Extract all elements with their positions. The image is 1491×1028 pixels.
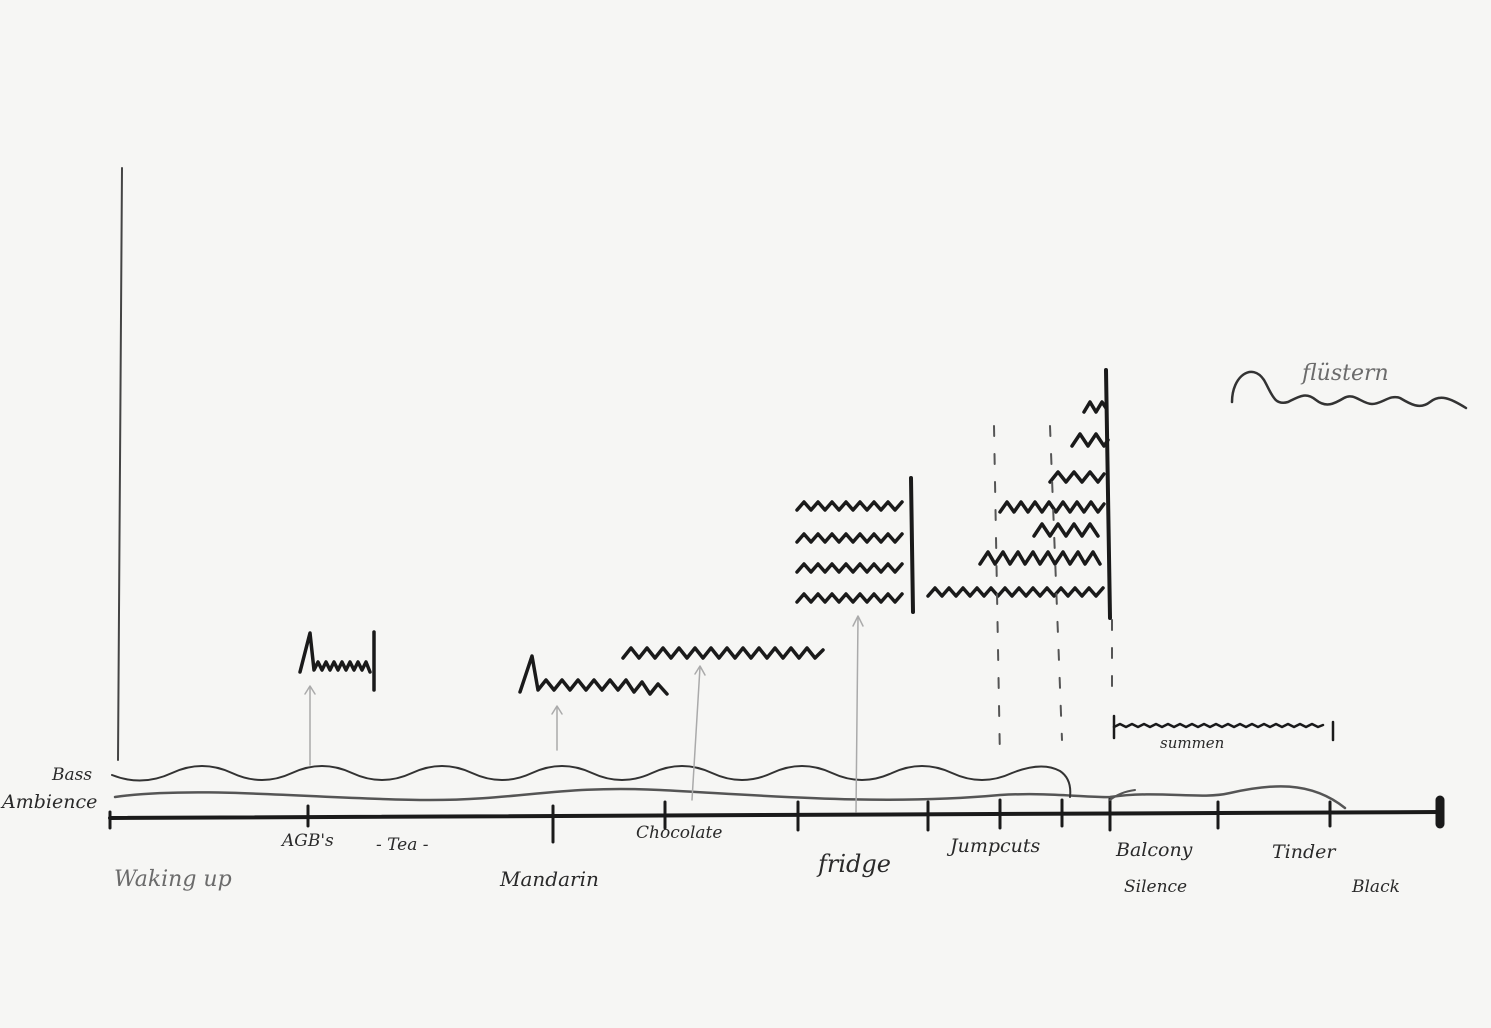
fluestern-squiggle [1230,370,1468,410]
ambience-line [113,785,1347,810]
label-chocolate: Chocolate [636,823,722,843]
vertical-axis [117,167,123,761]
sound-chocolate [621,646,825,660]
label-tea: - Tea - [376,835,429,855]
timeline-ticks [306,796,1332,844]
label-silence: Silence [1124,877,1187,897]
bass-tail [1109,789,1136,801]
label-black: Black [1351,877,1400,897]
label-summen: summen [1160,734,1224,752]
cue-arrows [304,615,864,813]
sound-agbs [298,630,376,692]
label-fluestern: flüstern [1300,361,1389,386]
sound-summen [1112,714,1335,742]
jumpcut-guides [993,425,1113,761]
label-waking-up: Waking up [114,867,232,892]
label-tinder: Tinder [1272,841,1337,863]
label-fridge: fridge [816,850,891,878]
label-balcony: Balcony [1115,839,1193,861]
label-jumpcuts: Jumpcuts [946,835,1041,857]
sound-fridge [795,476,915,614]
bass-line [111,765,1072,798]
sound-mandarin [518,654,669,696]
sound-jumpcuts [926,368,1112,620]
label-bass: Bass [51,765,92,785]
label-ambience: Ambience [0,791,97,813]
label-mandarin: Mandarin [499,867,599,891]
label-agbs: AGB's [280,831,334,851]
